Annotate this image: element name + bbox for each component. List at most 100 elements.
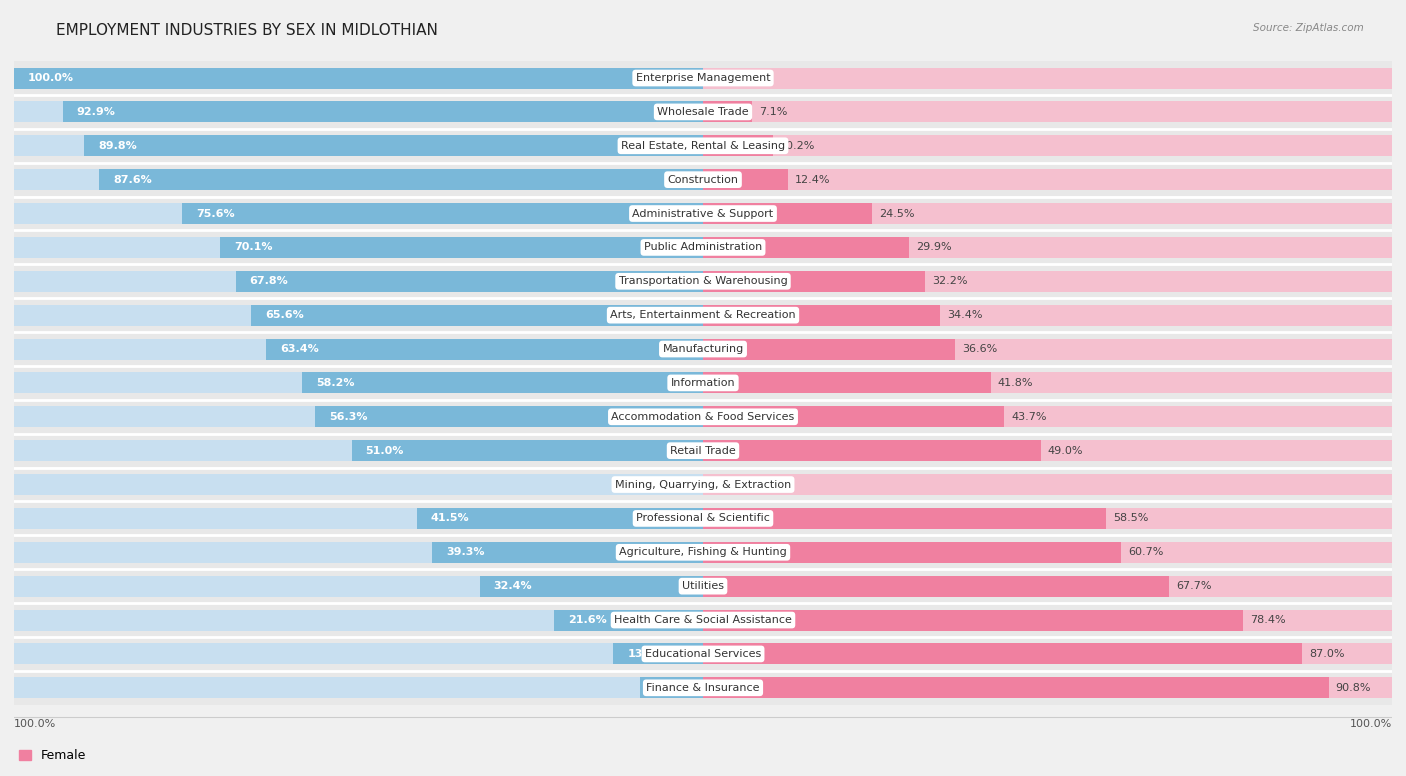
Bar — [703, 508, 1107, 529]
Bar — [14, 95, 1392, 129]
Text: Transportation & Warehousing: Transportation & Warehousing — [619, 276, 787, 286]
Bar — [14, 576, 703, 597]
Bar — [14, 265, 1392, 298]
Text: 65.6%: 65.6% — [264, 310, 304, 320]
Text: 29.9%: 29.9% — [915, 242, 952, 252]
Text: Public Administration: Public Administration — [644, 242, 762, 252]
Bar — [14, 338, 703, 359]
Bar — [14, 637, 1392, 670]
Bar — [703, 576, 1170, 597]
Bar — [703, 677, 1392, 698]
Text: 43.7%: 43.7% — [1011, 412, 1046, 422]
Bar — [14, 671, 1392, 705]
Text: 90.8%: 90.8% — [1336, 683, 1371, 693]
Text: Source: ZipAtlas.com: Source: ZipAtlas.com — [1253, 23, 1364, 33]
Bar — [100, 169, 703, 190]
Bar — [703, 677, 1329, 698]
Bar — [14, 474, 703, 495]
Text: 60.7%: 60.7% — [1128, 547, 1163, 557]
Text: 21.6%: 21.6% — [568, 615, 607, 625]
Bar — [703, 135, 773, 156]
Text: 7.1%: 7.1% — [759, 107, 787, 117]
Text: 63.4%: 63.4% — [280, 344, 319, 354]
Bar — [613, 643, 703, 664]
Text: EMPLOYMENT INDUSTRIES BY SEX IN MIDLOTHIAN: EMPLOYMENT INDUSTRIES BY SEX IN MIDLOTHI… — [56, 23, 439, 38]
Bar — [84, 135, 703, 156]
Bar — [14, 643, 703, 664]
Text: 0.0%: 0.0% — [717, 480, 745, 490]
Text: 58.2%: 58.2% — [316, 378, 354, 388]
Bar — [14, 332, 1392, 365]
Bar — [703, 338, 1392, 359]
Text: 67.7%: 67.7% — [1177, 581, 1212, 591]
Bar — [14, 400, 1392, 434]
Text: 67.8%: 67.8% — [250, 276, 288, 286]
Text: 41.5%: 41.5% — [430, 514, 470, 524]
Bar — [14, 237, 703, 258]
Bar — [63, 102, 703, 123]
Text: 41.8%: 41.8% — [998, 378, 1033, 388]
Bar — [14, 440, 703, 461]
Text: 100.0%: 100.0% — [28, 73, 75, 83]
Bar — [14, 298, 1392, 332]
Bar — [703, 169, 789, 190]
Bar — [703, 474, 1392, 495]
Bar — [252, 305, 703, 326]
Text: 0.0%: 0.0% — [717, 73, 745, 83]
Text: 34.4%: 34.4% — [946, 310, 983, 320]
Text: 39.3%: 39.3% — [446, 547, 485, 557]
Text: 10.2%: 10.2% — [780, 140, 815, 151]
Bar — [266, 338, 703, 359]
Bar — [14, 372, 703, 393]
Text: 78.4%: 78.4% — [1250, 615, 1285, 625]
Bar — [703, 643, 1392, 664]
Text: 89.8%: 89.8% — [98, 140, 136, 151]
Bar — [640, 677, 703, 698]
Bar — [14, 230, 1392, 264]
Text: 100.0%: 100.0% — [14, 719, 56, 729]
Bar — [14, 542, 703, 563]
Text: 75.6%: 75.6% — [195, 209, 235, 219]
Text: Information: Information — [671, 378, 735, 388]
Bar — [14, 197, 1392, 230]
Bar — [703, 271, 925, 292]
Bar — [432, 542, 703, 563]
Text: Wholesale Trade: Wholesale Trade — [657, 107, 749, 117]
Text: Real Estate, Rental & Leasing: Real Estate, Rental & Leasing — [621, 140, 785, 151]
Bar — [14, 163, 1392, 196]
Text: Health Care & Social Assistance: Health Care & Social Assistance — [614, 615, 792, 625]
Bar — [418, 508, 703, 529]
Text: Administrative & Support: Administrative & Support — [633, 209, 773, 219]
Bar — [352, 440, 703, 461]
Text: 32.4%: 32.4% — [494, 581, 533, 591]
Bar — [14, 305, 703, 326]
Bar — [703, 576, 1392, 597]
Bar — [703, 610, 1243, 631]
Bar — [14, 468, 1392, 501]
Text: Mining, Quarrying, & Extraction: Mining, Quarrying, & Extraction — [614, 480, 792, 490]
Bar — [703, 407, 1392, 428]
Text: 51.0%: 51.0% — [366, 445, 404, 456]
Bar — [703, 203, 1392, 224]
Bar — [14, 68, 703, 88]
Bar — [703, 643, 1302, 664]
Text: 87.0%: 87.0% — [1309, 649, 1344, 659]
Text: 9.2%: 9.2% — [654, 683, 685, 693]
Bar — [14, 570, 1392, 603]
Bar — [302, 372, 703, 393]
Bar — [703, 271, 1392, 292]
Bar — [14, 271, 703, 292]
Bar — [703, 169, 1392, 190]
Bar — [14, 677, 703, 698]
Text: 87.6%: 87.6% — [114, 175, 152, 185]
Bar — [703, 102, 752, 123]
Bar — [14, 501, 1392, 535]
Text: 36.6%: 36.6% — [962, 344, 997, 354]
Text: 70.1%: 70.1% — [233, 242, 273, 252]
Bar — [14, 407, 703, 428]
Bar — [14, 203, 703, 224]
Bar — [554, 610, 703, 631]
Text: 13.0%: 13.0% — [627, 649, 665, 659]
Text: 92.9%: 92.9% — [77, 107, 115, 117]
Bar — [703, 305, 941, 326]
